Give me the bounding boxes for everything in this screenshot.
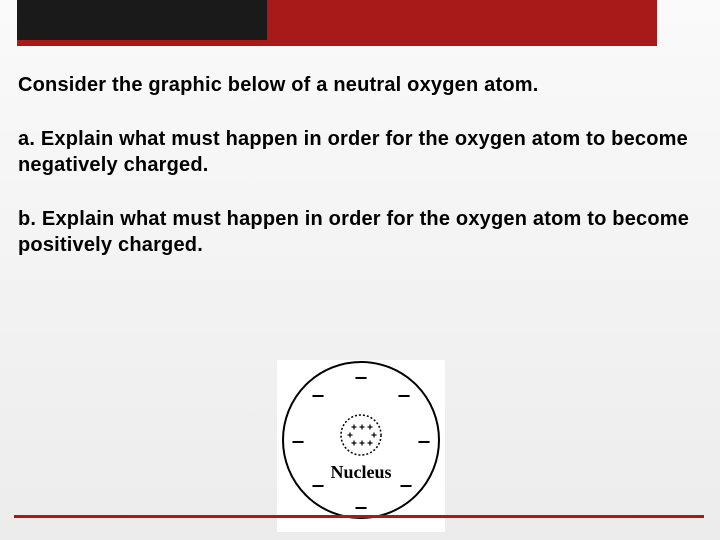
svg-text:Nucleus: Nucleus xyxy=(330,462,391,482)
atom-diagram: ‒‒‒‒‒‒‒‒Nucleus xyxy=(256,360,466,532)
bottom-underline xyxy=(14,515,704,518)
svg-text:‒: ‒ xyxy=(311,474,324,496)
svg-text:‒: ‒ xyxy=(291,430,304,452)
svg-text:‒: ‒ xyxy=(399,474,412,496)
intro-text: Consider the graphic below of a neutral … xyxy=(18,72,702,98)
svg-text:‒: ‒ xyxy=(311,384,324,406)
slide-content: Consider the graphic below of a neutral … xyxy=(18,72,702,286)
question-a: a. Explain what must happen in order for… xyxy=(18,126,702,178)
svg-text:‒: ‒ xyxy=(397,384,410,406)
header-inner-block xyxy=(17,0,267,40)
svg-text:‒: ‒ xyxy=(417,430,430,452)
question-b: b. Explain what must happen in order for… xyxy=(18,206,702,258)
svg-text:‒: ‒ xyxy=(354,366,367,388)
